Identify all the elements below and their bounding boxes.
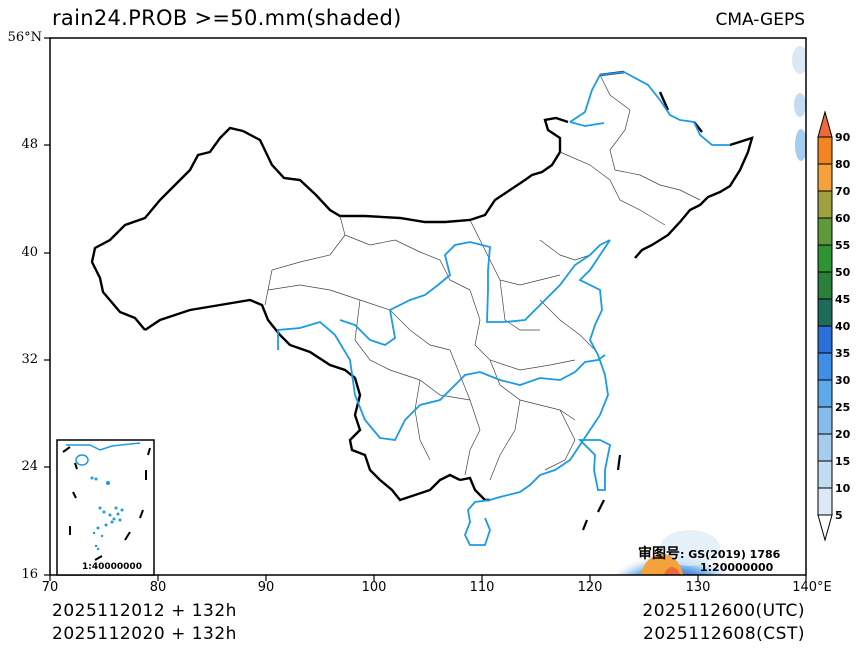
main-map-scale: 1:20000000 [700, 561, 774, 574]
colorbar-label: 35 [835, 347, 851, 360]
lon-tick-140: 140°E [792, 580, 832, 595]
lon-tick-130: 130 [685, 580, 711, 595]
colorbar [817, 110, 833, 542]
init-time-utc: 2025112012 + 132h [52, 601, 237, 621]
lat-tick-40: 40 [21, 245, 38, 260]
valid-time-cst: 2025112608(CST) [643, 624, 805, 644]
lat-tick-56: 56°N [7, 30, 42, 45]
colorbar-label: 10 [835, 482, 851, 495]
colorbar-label: 55 [835, 239, 851, 252]
lat-tick-48: 48 [21, 137, 38, 152]
colorbar-label: 20 [835, 428, 851, 441]
colorbar-label: 5 [835, 509, 843, 522]
china-border [242, 70, 754, 259]
colorbar-label: 45 [835, 293, 851, 306]
colorbar-label: 50 [835, 266, 851, 279]
colorbar-label: 40 [835, 320, 851, 333]
colorbar-label: 90 [835, 131, 851, 144]
lat-tick-32: 32 [21, 352, 38, 367]
rivers-coastline [277, 71, 730, 546]
colorbar-label: 15 [835, 455, 851, 468]
chart-title: rain24.PROB >=50.mm(shaded) [52, 6, 402, 30]
lat-tick-24: 24 [21, 459, 38, 474]
colorbar-label: 25 [835, 401, 851, 414]
model-name: CMA-GEPS [715, 10, 805, 30]
colorbar-label: 30 [835, 374, 851, 387]
colorbar-label: 70 [835, 185, 851, 198]
probability-shading [597, 46, 806, 575]
map-approval-number: 审图号: GS(2019) 1786 [638, 546, 781, 562]
lon-tick-90: 90 [257, 580, 275, 595]
lon-tick-70: 70 [41, 580, 59, 595]
init-time-cst: 2025112020 + 132h [52, 624, 237, 644]
colorbar-label: 60 [835, 212, 851, 225]
lon-tick-110: 110 [469, 580, 495, 595]
inset-map-scale: 1:40000000 [82, 562, 142, 572]
lon-tick-120: 120 [577, 580, 603, 595]
lon-tick-80: 80 [149, 580, 167, 595]
colorbar-label: 80 [835, 158, 851, 171]
lat-tick-16: 16 [21, 567, 38, 582]
province-borders [264, 74, 701, 481]
lon-tick-100: 100 [361, 580, 387, 595]
valid-time-utc: 2025112600(UTC) [642, 601, 805, 621]
south-china-sea-inset [56, 439, 155, 576]
